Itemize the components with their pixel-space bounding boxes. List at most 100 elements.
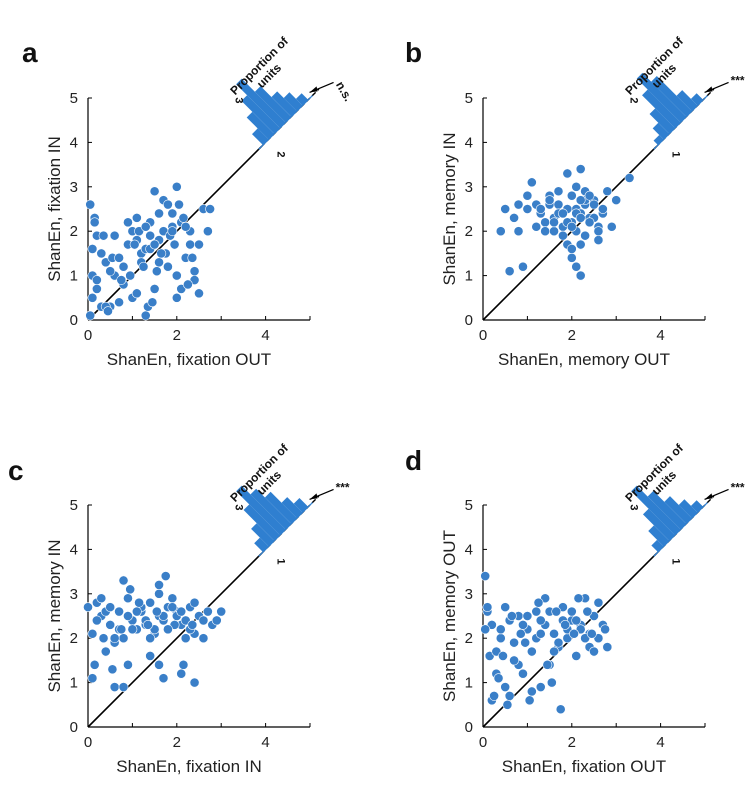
y-tick-label: 2 — [70, 223, 78, 240]
data-point — [575, 195, 586, 206]
data-point — [123, 217, 133, 228]
data-point — [546, 677, 557, 688]
data-point — [495, 226, 506, 237]
data-point — [573, 593, 584, 604]
diagonal-histogram — [236, 78, 313, 150]
histogram-bar — [651, 76, 692, 117]
data-point — [187, 252, 198, 263]
y-axis-label: ShanEn, memory IN — [440, 132, 459, 285]
data-point — [216, 606, 227, 617]
data-point — [154, 659, 164, 670]
data-point — [502, 699, 513, 710]
data-point — [533, 597, 544, 608]
y-tick-label: 3 — [70, 179, 78, 196]
x-tick-label: 4 — [261, 327, 269, 344]
data-point — [174, 199, 184, 210]
histogram-bar — [649, 108, 675, 134]
data-point — [89, 659, 100, 670]
data-point — [558, 208, 568, 219]
data-point — [495, 633, 506, 644]
data-point — [185, 239, 196, 250]
panel-a: a 0 2 4 0 1 2 3 4 5 ShanEn, fixation OUT ShanEn, fi… — [22, 33, 355, 369]
significance-label: *** — [731, 73, 745, 87]
x-tick-label: 0 — [84, 327, 92, 344]
data-point — [87, 673, 98, 684]
data-point — [526, 646, 537, 657]
histogram-bar — [243, 504, 280, 541]
histogram-bar — [676, 90, 698, 112]
data-point — [176, 606, 187, 617]
data-point — [171, 292, 182, 303]
histogram-bar — [648, 525, 670, 547]
y-tick-label: 2 — [465, 223, 473, 240]
histogram-label-right: 2 — [275, 151, 287, 157]
histogram-bar — [653, 135, 664, 146]
data-point — [582, 606, 593, 617]
x-axis-label: ShanEn, fixation IN — [116, 757, 262, 776]
data-point — [522, 611, 533, 621]
data-point — [145, 230, 156, 241]
histogram-label-left: 2 — [628, 97, 640, 103]
data-point — [600, 624, 610, 635]
histogram-bar — [241, 95, 280, 134]
data-point — [194, 288, 204, 299]
data-point — [171, 270, 182, 281]
data-point — [542, 659, 553, 670]
data-point — [182, 279, 193, 290]
data-point — [211, 615, 222, 626]
data-point — [118, 682, 129, 692]
data-point — [593, 226, 604, 237]
data-point — [109, 682, 120, 692]
panel-c: c 0 2 4 0 1 2 3 4 5 ShanEn, fixation IN ShanEn, mem… — [8, 440, 350, 776]
data-point — [180, 633, 191, 644]
data-point — [549, 226, 559, 237]
data-point — [589, 646, 599, 657]
data-point — [553, 637, 564, 648]
data-point — [131, 212, 142, 223]
data-point — [109, 633, 120, 644]
data-point — [154, 257, 164, 268]
data-point — [560, 619, 571, 630]
data-point — [549, 646, 559, 657]
histogram-label-right: 1 — [275, 558, 287, 564]
data-point — [98, 230, 109, 241]
data-point — [566, 252, 577, 263]
data-point — [147, 297, 158, 308]
data-point — [105, 266, 116, 277]
data-point — [506, 611, 517, 621]
data-point — [123, 611, 133, 621]
y-tick-label: 3 — [465, 179, 473, 196]
x-axis-label: ShanEn, fixation OUT — [107, 350, 271, 369]
histogram-label-left: 3 — [233, 504, 245, 510]
histogram-bar — [254, 86, 292, 123]
histogram-bar — [271, 91, 297, 117]
histogram-baseline — [258, 502, 313, 557]
data-point — [105, 619, 116, 630]
histogram-baseline — [258, 95, 313, 150]
x-tick-label: 0 — [479, 734, 487, 751]
data-point — [187, 619, 198, 630]
data-point — [156, 248, 167, 259]
y-tick-label: 0 — [70, 719, 78, 736]
data-point — [566, 190, 577, 201]
data-point — [571, 651, 582, 661]
x-tick-label: 2 — [568, 327, 576, 344]
histogram-bar — [642, 508, 675, 541]
arrow-head-icon — [704, 86, 713, 93]
x-axis-label: ShanEn, memory OUT — [498, 350, 670, 369]
histogram-bar — [642, 89, 681, 129]
panel-letter: d — [405, 445, 422, 476]
y-tick-label: 5 — [70, 90, 78, 107]
data-point — [509, 655, 519, 666]
data-point — [504, 691, 515, 701]
data-point — [167, 226, 178, 237]
diagonal-histogram — [636, 72, 708, 150]
x-tick-label: 4 — [261, 734, 269, 751]
data-point — [535, 615, 546, 626]
y-axis-label: ShanEn, fixation IN — [45, 136, 64, 282]
data-point — [160, 571, 171, 581]
panel-letter: c — [8, 455, 24, 486]
data-point — [575, 164, 586, 174]
data-point — [597, 204, 608, 214]
